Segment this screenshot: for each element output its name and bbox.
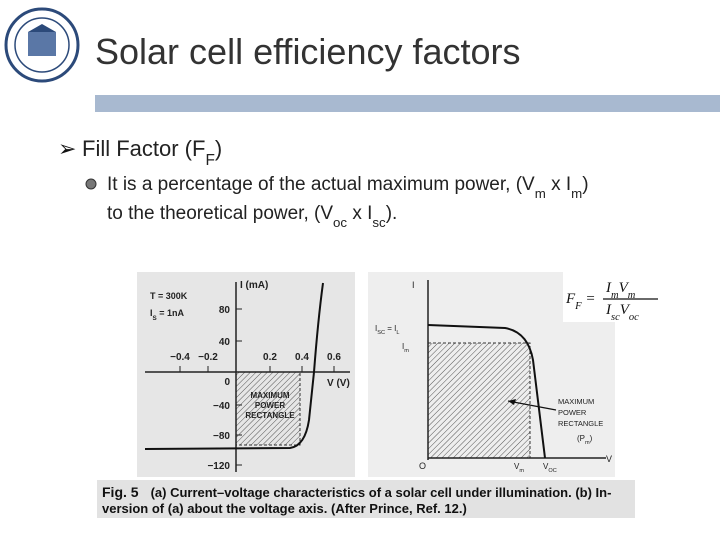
figure-a <box>137 272 355 477</box>
isc-label: ISC = IL <box>375 324 399 336</box>
sub-bullet-line: It is a percentage of the actual maximum… <box>107 174 589 201</box>
axis-label: I (mA) <box>240 280 268 291</box>
x-tick-label: −0.4 <box>170 352 190 363</box>
text-run: ) <box>590 434 593 443</box>
caption-line: Fig. 5 (a) Current–voltage characteristic… <box>102 484 611 500</box>
x-tick-label: 0.4 <box>295 352 309 363</box>
rectangle-label: MAXIMUM <box>558 397 594 406</box>
sub-bullet-line: to the theoretical power, (Voc x Isc). <box>107 203 397 230</box>
logo <box>4 7 80 83</box>
rectangle-label: POWER <box>255 401 285 410</box>
text-run: (P <box>577 434 585 443</box>
caption-label: Fig. 5 <box>102 484 139 500</box>
formula-numerator: ImVm <box>605 280 636 301</box>
text-run: V <box>620 302 631 318</box>
text-run: It is a percentage of the actual maximum… <box>107 174 535 195</box>
subscript: m <box>571 186 582 201</box>
x-tick-label: −0.2 <box>198 352 218 363</box>
origin-label: O <box>419 461 426 471</box>
text-run: V <box>543 462 549 471</box>
text-run: I <box>402 342 404 351</box>
subscript: m <box>585 440 590 446</box>
y-tick-label: 80 <box>219 305 231 316</box>
subscript: m <box>611 290 619 301</box>
arrow <box>507 400 557 411</box>
caption-text: (a) Current–voltage characteristics of a… <box>151 485 612 500</box>
rectangle-label: RECTANGLE <box>558 419 603 428</box>
iv-curve <box>144 282 324 450</box>
y-tick-label: −120 <box>207 461 230 472</box>
subscript: m <box>535 186 546 201</box>
text-run: x I <box>546 174 571 195</box>
text-run: F <box>565 291 576 307</box>
arrow-head <box>508 399 516 405</box>
subscript: oc <box>629 312 639 323</box>
axis-label: V (V) <box>327 378 350 389</box>
text-run: = <box>582 291 596 307</box>
subscript: SC <box>377 330 385 336</box>
x-tick-label: 0.6 <box>327 352 341 363</box>
title-bar <box>95 95 720 112</box>
subscript: m <box>404 348 409 354</box>
y-tick-label: 0 <box>224 377 230 388</box>
text-run: V <box>619 280 630 296</box>
pm-label: (Pm) <box>577 434 593 446</box>
subscript: OC <box>548 468 556 474</box>
subscript: F <box>574 301 582 312</box>
text-run: Fill Factor (F <box>82 136 205 161</box>
vm-label: Vm <box>514 462 524 474</box>
text-run: I <box>150 308 153 318</box>
rectangle-label: RECTANGLE <box>245 411 295 420</box>
y-tick-label: −80 <box>213 431 230 442</box>
subscript: F <box>205 152 214 169</box>
text-run: I <box>375 324 377 333</box>
text-run: ) <box>582 174 588 195</box>
formula-lhs: FF = <box>565 291 595 312</box>
slide-title: Solar cell efficiency factors <box>95 31 521 72</box>
im-label: Im <box>402 342 409 354</box>
voc-label: VOC <box>543 462 557 474</box>
caption-background <box>97 480 635 518</box>
text-run: x I <box>347 203 372 224</box>
text-run: ). <box>386 203 398 224</box>
formula-box <box>563 272 620 322</box>
text-run: V <box>514 462 520 471</box>
text-run: to the theoretical power, (V <box>107 203 333 224</box>
axis-label: V <box>606 454 612 464</box>
text-run: ) <box>215 136 222 161</box>
formula-denominator: IscVoc <box>605 302 639 323</box>
subscript: S <box>153 315 157 322</box>
x-tick-label: 0.2 <box>263 352 277 363</box>
rectangle-label: POWER <box>558 408 587 417</box>
text-run: = 1nA <box>157 308 185 318</box>
caption-line: version of (a) about the voltage axis. (… <box>102 501 467 516</box>
text-run: I <box>605 280 612 296</box>
subscript: sc <box>611 312 620 323</box>
bullet-arrow: ➢ <box>58 137 76 162</box>
y-tick-label: 40 <box>219 337 231 348</box>
text-run: I <box>605 302 612 318</box>
rectangle-label: MAXIMUM <box>250 391 289 400</box>
iv-curve <box>427 324 546 459</box>
y-tick-label: −40 <box>213 401 230 412</box>
bullet-text: Fill Factor (FF) <box>82 136 222 169</box>
sub-bullet-dot <box>85 178 97 190</box>
axis-label: I <box>412 280 415 290</box>
subscript: L <box>396 330 399 336</box>
figure-b <box>368 272 658 477</box>
subscript: m <box>519 468 524 474</box>
subscript: sc <box>372 215 386 230</box>
subscript: m <box>628 290 636 301</box>
condition: IS = 1nA <box>150 308 184 322</box>
subscript: oc <box>333 215 347 230</box>
condition: T = 300K <box>150 291 188 301</box>
text-run: = I <box>385 324 396 333</box>
